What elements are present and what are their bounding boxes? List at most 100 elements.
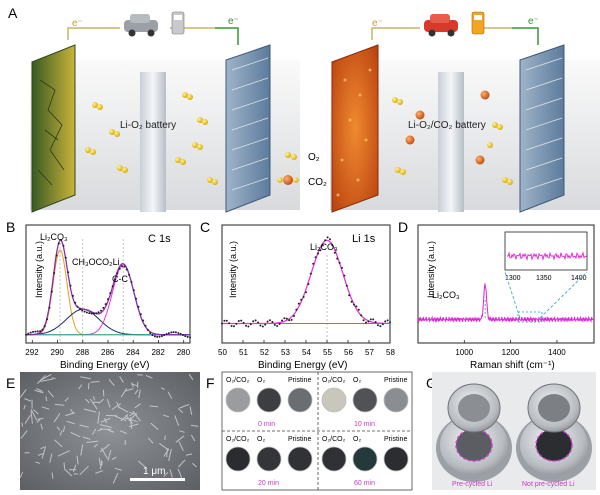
caption-pre-cycled: Pre-cycled Li xyxy=(452,481,493,488)
sem-flake xyxy=(41,406,50,410)
sem-flake xyxy=(134,403,141,409)
sem-flake xyxy=(112,472,119,484)
sem-flake xyxy=(129,411,135,415)
zoom-box xyxy=(517,311,543,323)
electrode-disc xyxy=(287,387,313,413)
data-point-c xyxy=(379,325,382,328)
data-point-b xyxy=(60,239,63,242)
panel-c: C Intensity (a.u.) 50 51 52 53 54 55 56 57 58 Bi… xyxy=(200,219,395,371)
data-point-c xyxy=(247,325,250,328)
data-point-c xyxy=(302,296,305,298)
sem-flake xyxy=(63,462,66,469)
f-col-label: Pristine xyxy=(384,436,407,443)
data-point-c xyxy=(341,266,343,269)
sem-flake xyxy=(145,375,153,379)
sem-flake xyxy=(40,378,54,382)
sem-flake xyxy=(63,468,73,477)
inset-connector xyxy=(504,271,588,319)
data-point-b xyxy=(167,332,170,335)
data-point-c xyxy=(357,308,360,311)
data-point-c xyxy=(300,298,303,301)
data-point-c xyxy=(233,325,235,328)
data-point-b xyxy=(132,289,135,292)
data-point-c xyxy=(235,322,238,325)
xlabel-d: Raman shift (cm⁻¹) xyxy=(470,360,555,371)
sem-flake xyxy=(76,455,79,465)
data-point-c xyxy=(317,252,319,255)
o2-legend-icon xyxy=(285,152,291,158)
data-point-c xyxy=(389,321,391,324)
xlabel-b: Binding Energy (eV) xyxy=(60,360,150,371)
sem-flake xyxy=(57,450,70,457)
data-point-c xyxy=(285,317,288,320)
data-point-c xyxy=(225,319,228,322)
data-point-b xyxy=(85,311,88,314)
tick-label-c: 53 xyxy=(281,348,290,357)
data-point-b xyxy=(92,312,95,315)
car-icon-left xyxy=(124,11,185,37)
car-icon-right xyxy=(424,11,485,37)
electrode-disc xyxy=(225,387,251,413)
f-col-label: O₂/CO₂ xyxy=(322,377,346,384)
data-point-c xyxy=(293,315,295,317)
data-point-b xyxy=(71,294,74,297)
data-point-c xyxy=(362,319,365,322)
data-point-b xyxy=(29,331,32,334)
sem-flake xyxy=(40,423,43,430)
li-anode-right xyxy=(331,44,379,213)
sem-flake xyxy=(114,415,127,422)
data-point-b xyxy=(62,244,65,247)
sem-flake xyxy=(167,391,173,399)
separator-left xyxy=(140,72,166,212)
data-point-c xyxy=(348,294,351,297)
sem-flake xyxy=(21,422,23,427)
data-point-b xyxy=(146,328,149,331)
data-point-b xyxy=(41,328,44,331)
data-point-c xyxy=(278,323,281,325)
data-point-c xyxy=(321,244,324,247)
data-point-b xyxy=(90,312,93,315)
data-point-c xyxy=(369,318,372,321)
f-time-label: 0 min xyxy=(258,421,275,428)
data-point-c xyxy=(245,324,247,327)
data-point-c xyxy=(254,319,257,322)
sem-flake xyxy=(164,435,166,440)
data-point-b xyxy=(25,333,27,336)
sem-flake xyxy=(128,423,139,428)
sem-flake xyxy=(51,472,54,479)
data-point-b xyxy=(170,331,173,334)
data-point-b xyxy=(114,278,116,281)
data-point-b xyxy=(69,284,72,287)
sem-flake xyxy=(37,417,44,420)
panel-f-content: O₂/CO₂ O₂ Pristine 0 min O₂/CO₂ O₂ Pristine 10 … xyxy=(225,377,409,487)
data-point-c xyxy=(242,321,245,324)
spectrum-c: Li 1s xyxy=(352,233,376,245)
data-point-c xyxy=(249,323,252,326)
electrode-disc xyxy=(321,446,347,472)
f-col-label: Pristine xyxy=(288,436,311,443)
data-point-b xyxy=(109,292,112,295)
sem-flake xyxy=(93,443,98,448)
sem-flake xyxy=(111,403,122,411)
tick-label-c: 52 xyxy=(260,348,269,357)
data-point-b xyxy=(48,306,51,309)
sem-flake xyxy=(107,449,112,461)
f-time-label: 10 min xyxy=(354,421,375,428)
data-point-b xyxy=(160,335,163,338)
data-point-c xyxy=(309,272,312,275)
sem-flake xyxy=(24,414,31,424)
ylabel-d: Intensity (a.u.) xyxy=(426,241,436,298)
data-point-c xyxy=(384,320,387,323)
panel-label-d: D xyxy=(398,219,408,235)
data-point-b xyxy=(111,285,114,288)
electrode-disc xyxy=(383,387,409,413)
sem-flake xyxy=(119,376,124,383)
data-point-c xyxy=(273,323,276,326)
plot-b xyxy=(25,239,191,343)
peak-label-c: Li₂CO₃ xyxy=(310,242,338,252)
data-point-c xyxy=(360,314,363,317)
data-point-b xyxy=(116,272,119,275)
sem-flake xyxy=(132,410,141,422)
data-point-b xyxy=(158,335,161,338)
